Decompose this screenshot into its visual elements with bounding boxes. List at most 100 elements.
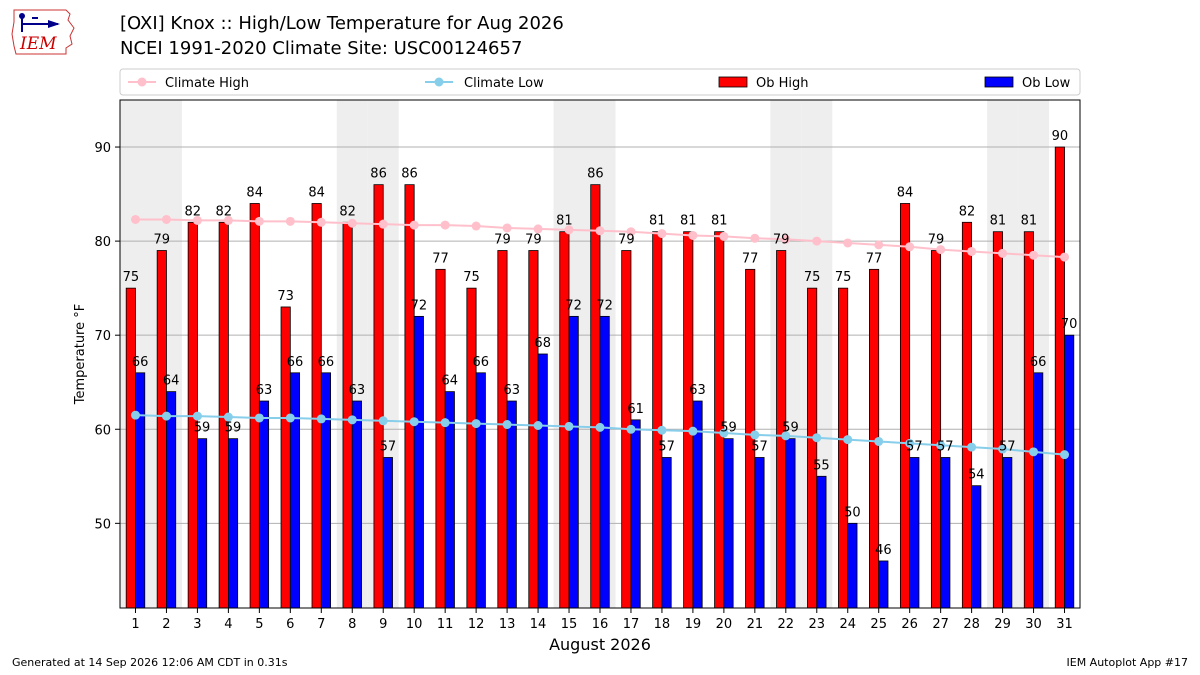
- ob-low-bar-3: [197, 438, 208, 609]
- ob-low-bar-13: [506, 400, 517, 609]
- ob-low-label-3: 59: [194, 421, 211, 436]
- climate-low-point-10: [409, 417, 419, 427]
- ob-low-label-30: 66: [1030, 355, 1047, 370]
- climate-high-point-30: [1029, 250, 1039, 260]
- climate-high-point-4: [223, 215, 233, 225]
- y-tick-label-70: 70: [94, 329, 111, 344]
- ob-high-bar-30: [1023, 231, 1034, 609]
- ob-low-label-10: 72: [411, 298, 428, 313]
- ob-high-label-19: 81: [680, 214, 697, 229]
- climate-high-point-28: [967, 246, 977, 256]
- climate-high-point-20: [719, 231, 729, 241]
- ob-low-label-28: 54: [968, 468, 985, 483]
- ob-high-bar-8: [342, 221, 353, 609]
- x-tick-label-13: 13: [499, 617, 516, 632]
- ob-high-bar-29: [992, 231, 1003, 609]
- climate-high-point-15: [564, 225, 574, 235]
- ob-high-bar-15: [559, 231, 570, 609]
- climate-low-point-2: [161, 411, 171, 421]
- ob-high-label-14: 79: [525, 233, 542, 248]
- ob-high-label-24: 75: [835, 270, 852, 285]
- ob-high-label-31: 90: [1052, 129, 1069, 144]
- x-tick-label-1: 1: [131, 617, 139, 632]
- ob-high-label-21: 77: [742, 251, 759, 266]
- legend-climate-high-label: Climate High: [165, 76, 249, 91]
- ob-high-label-30: 81: [1021, 214, 1038, 229]
- climate-low-point-7: [316, 414, 326, 424]
- ob-low-bar-16: [599, 315, 610, 609]
- ob-low-bar-26: [909, 457, 920, 609]
- ob-low-label-27: 57: [937, 439, 954, 454]
- climate-low-point-13: [502, 420, 512, 430]
- ob-high-bar-7: [311, 203, 322, 609]
- ob-low-label-25: 46: [875, 543, 892, 558]
- climate-high-point-16: [595, 226, 605, 236]
- ob-high-bar-1: [125, 287, 136, 609]
- ob-low-label-16: 72: [596, 298, 613, 313]
- climate-low-point-4: [223, 412, 233, 422]
- legend-box: [119, 68, 1081, 96]
- ob-low-label-15: 72: [565, 298, 582, 313]
- y-tick-label-50: 50: [94, 517, 111, 532]
- ob-low-bar-15: [568, 315, 579, 609]
- ob-low-label-1: 66: [132, 355, 149, 370]
- y-axis-label: Temperature °F: [73, 304, 88, 405]
- climate-low-point-26: [905, 438, 915, 448]
- climate-high-point-11: [440, 220, 450, 230]
- x-tick-label-15: 15: [561, 617, 578, 632]
- climate-low-point-5: [254, 413, 264, 423]
- climate-low-point-27: [936, 440, 946, 450]
- climate-low-point-21: [750, 430, 760, 440]
- climate-low-point-6: [285, 413, 295, 423]
- climate-high-point-9: [378, 219, 388, 229]
- ob-low-label-2: 64: [163, 374, 180, 389]
- ob-high-label-16: 86: [587, 167, 604, 182]
- ob-high-label-8: 82: [339, 204, 356, 219]
- x-tick-label-12: 12: [468, 617, 485, 632]
- climate-low-point-17: [626, 424, 636, 434]
- climate-high-point-12: [471, 221, 481, 231]
- climate-high-point-14: [533, 224, 543, 234]
- x-tick-label-2: 2: [162, 617, 170, 632]
- ob-high-label-18: 81: [649, 214, 666, 229]
- ob-low-bar-17: [630, 419, 641, 609]
- ob-high-label-5: 84: [246, 185, 263, 200]
- ob-high-label-3: 82: [185, 204, 202, 219]
- ob-high-bar-18: [652, 231, 663, 609]
- ob-high-label-12: 75: [463, 270, 480, 285]
- climate-high-point-17: [626, 227, 636, 237]
- ob-low-label-13: 63: [503, 383, 520, 398]
- ob-low-label-14: 68: [534, 336, 551, 351]
- climate-high-point-5: [254, 216, 264, 226]
- climate-low-point-9: [378, 416, 388, 426]
- ob-low-bar-14: [537, 353, 548, 609]
- x-tick-label-28: 28: [963, 617, 980, 632]
- x-tick-label-18: 18: [654, 617, 671, 632]
- ob-high-label-28: 82: [959, 204, 976, 219]
- ob-high-label-7: 84: [308, 185, 325, 200]
- climate-high-point-25: [874, 240, 884, 250]
- x-tick-label-23: 23: [809, 617, 826, 632]
- ob-high-label-17: 79: [618, 233, 635, 248]
- x-tick-label-30: 30: [1025, 617, 1042, 632]
- climate-high-point-6: [285, 216, 295, 226]
- ob-low-label-18: 57: [658, 439, 675, 454]
- ob-low-bar-28: [971, 485, 982, 609]
- ob-high-label-23: 75: [804, 270, 821, 285]
- ob-low-label-5: 63: [256, 383, 273, 398]
- ob-low-label-7: 66: [318, 355, 335, 370]
- climate-high-point-1: [130, 214, 140, 224]
- ob-high-bar-11: [435, 268, 446, 609]
- ob-low-label-8: 63: [349, 383, 366, 398]
- x-tick-label-25: 25: [870, 617, 887, 632]
- climate-high-point-24: [843, 238, 853, 248]
- ob-high-bar-2: [156, 250, 167, 609]
- ob-low-bar-20: [723, 438, 734, 609]
- x-tick-label-22: 22: [778, 617, 795, 632]
- ob-low-bar-2: [166, 391, 177, 609]
- legend-ob-high-label: Ob High: [756, 76, 809, 91]
- climate-low-point-24: [843, 435, 853, 445]
- x-tick-label-16: 16: [592, 617, 609, 632]
- ob-high-bar-27: [930, 250, 942, 609]
